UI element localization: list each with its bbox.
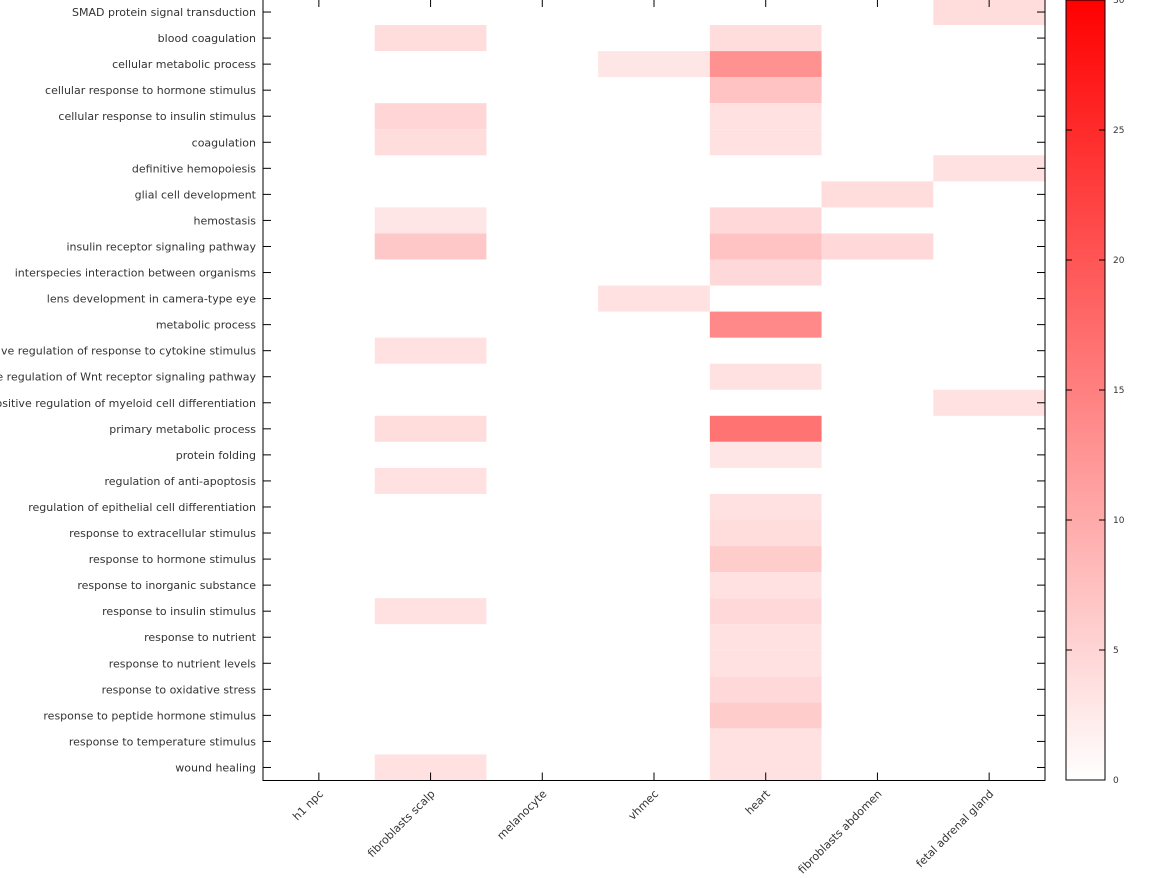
heatmap-cell-positive-regulation-of-myeloid-cell-differentiation-fetal-adrenal-gland xyxy=(933,389,1045,416)
x-axis-labels: h1 npc fibroblasts scalp melanocyte vhmec he… xyxy=(290,787,997,876)
heatmap-cell-response-to-peptide-hormone-stimulus-heart xyxy=(709,702,822,729)
heatmap-cell-glial-cell-development-fibroblasts-abdomen xyxy=(821,181,934,208)
heatmap-cell-response-to-insulin-stimulus-fibroblasts-scalp xyxy=(374,598,487,625)
row-label: wound healing xyxy=(175,761,256,774)
row-label: response to inorganic substance xyxy=(77,579,256,592)
row-label: positive regulation of myeloid cell diff… xyxy=(0,397,256,410)
row-label: SMAD protein signal transduction xyxy=(72,6,256,19)
row-label: response to temperature stimulus xyxy=(69,735,256,748)
heatmap-cell-hemostasis-heart xyxy=(709,207,822,234)
row-label: interspecies interaction between organis… xyxy=(15,267,257,280)
row-label: negative regulation of Wnt receptor sign… xyxy=(0,371,256,384)
heatmap-cell-insulin-receptor-signaling-pathway-fibroblasts-abdomen xyxy=(821,233,934,260)
colorbar-tick-label: 10 xyxy=(1113,516,1125,526)
row-label: definitive hemopoiesis xyxy=(132,162,256,175)
heatmap-cell-response-to-hormone-stimulus-heart xyxy=(709,546,822,573)
row-label: response to hormone stimulus xyxy=(89,553,257,566)
heatmap-cell-hemostasis-fibroblasts-scalp xyxy=(374,207,487,234)
column-label: heart xyxy=(743,787,773,817)
colorbar-tick-label: 25 xyxy=(1113,126,1124,136)
row-label: response to nutrient levels xyxy=(109,657,257,670)
heatmap-cell-regulation-of-epithelial-cell-differentiation-heart xyxy=(709,493,822,520)
row-label: response to nutrient xyxy=(144,631,257,644)
heatmap-cell-response-to-temperature-stimulus-heart xyxy=(709,728,822,755)
heatmap-cell-negative-regulation-of-response-to-cytokine-stimulus-fibroblasts-scalp xyxy=(374,337,487,364)
row-label: response to oxidative stress xyxy=(102,683,257,696)
column-label: fetal adrenal gland xyxy=(914,787,997,870)
heatmap-cell-insulin-receptor-signaling-pathway-heart xyxy=(709,233,822,260)
row-label: primary metabolic process xyxy=(109,423,256,436)
heatmap-cell-response-to-nutrient-heart xyxy=(709,624,822,651)
heatmap-cell-protein-folding-heart xyxy=(709,441,822,468)
row-label: response to insulin stimulus xyxy=(102,605,256,618)
row-label: coagulation xyxy=(192,136,256,149)
heatmap-cell-insulin-receptor-signaling-pathway-fibroblasts-scalp xyxy=(374,233,487,260)
colorbar: 0 5 10 15 20 25 30 xyxy=(1065,0,1125,786)
axis-ticks xyxy=(263,0,1045,781)
heatmap-cell-cellular-metabolic-process-heart xyxy=(709,51,822,78)
heatmap-cell-response-to-extracellular-stimulus-heart xyxy=(709,520,822,547)
heatmap-cell-negative-regulation-of-wnt-receptor-signaling-pathway-heart xyxy=(709,363,822,390)
colorbar-tick-label: 30 xyxy=(1113,0,1125,6)
heatmap-cell-coagulation-fibroblasts-scalp xyxy=(374,129,487,156)
row-label: cellular response to insulin stimulus xyxy=(58,110,256,123)
heatmap-cell-primary-metabolic-process-heart xyxy=(709,415,822,442)
row-label: metabolic process xyxy=(156,319,256,332)
row-label: protein folding xyxy=(176,449,256,462)
heatmap-cell-response-to-oxidative-stress-heart xyxy=(709,676,822,703)
row-label: regulation of epithelial cell differenti… xyxy=(28,501,256,514)
column-label: fibroblasts scalp xyxy=(365,787,438,860)
heatmap-cell-regulation-of-anti-apoptosis-fibroblasts-scalp xyxy=(374,467,487,494)
colorbar-tick-label: 15 xyxy=(1113,386,1124,396)
column-label: melanocyte xyxy=(495,787,550,842)
row-label: cellular metabolic process xyxy=(112,58,256,71)
row-label: response to extracellular stimulus xyxy=(69,527,256,540)
row-label: cellular response to hormone stimulus xyxy=(45,84,256,97)
heatmap-cell-metabolic-process-heart xyxy=(709,311,822,338)
heatmap-cell-blood-coagulation-fibroblasts-scalp xyxy=(374,25,487,52)
row-label: regulation of anti-apoptosis xyxy=(104,475,256,488)
heatmap-cell-definitive-hemopoiesis-fetal-adrenal-gland xyxy=(933,155,1045,182)
row-label: insulin receptor signaling pathway xyxy=(66,240,256,253)
row-label: lens development in camera-type eye xyxy=(47,293,256,306)
heatmap-cell-response-to-insulin-stimulus-heart xyxy=(709,598,822,625)
heatmap-cell-blood-coagulation-heart xyxy=(709,25,822,52)
row-label: glial cell development xyxy=(135,188,257,201)
heatmap-cell-lens-development-in-camera-type-eye-vhmec xyxy=(598,285,710,312)
heatmap-cell-cellular-response-to-insulin-stimulus-fibroblasts-scalp xyxy=(374,103,487,130)
colorbar-tick-label: 5 xyxy=(1113,646,1119,656)
column-label: fibroblasts abdomen xyxy=(796,787,885,875)
heatmap-cell-coagulation-heart xyxy=(709,129,822,156)
heatmap-cell-response-to-inorganic-substance-heart xyxy=(709,572,822,599)
heatmap-cell-cellular-response-to-insulin-stimulus-heart xyxy=(709,103,822,130)
heatmap-cell-cellular-metabolic-process-vhmec xyxy=(598,51,710,78)
heatmap-cell-primary-metabolic-process-fibroblasts-scalp xyxy=(374,415,487,442)
column-label: h1 npc xyxy=(290,787,326,823)
heatmap-cell-cellular-response-to-hormone-stimulus-heart xyxy=(709,77,822,104)
row-label: negative regulation of response to cytok… xyxy=(0,345,256,358)
heatmap-cells xyxy=(374,0,1045,781)
heatmap-cell-response-to-nutrient-levels-heart xyxy=(709,650,822,677)
colorbar-tick-label: 0 xyxy=(1113,776,1119,786)
row-label: blood coagulation xyxy=(158,32,256,45)
row-label: response to peptide hormone stimulus xyxy=(43,709,256,722)
row-label: hemostasis xyxy=(194,214,257,227)
y-axis-labels: SMAD protein signal transduction blood co… xyxy=(0,6,257,774)
heatmap-cell-interspecies-interaction-between-organisms-heart xyxy=(709,259,822,286)
colorbar-tick-label: 20 xyxy=(1113,256,1125,266)
column-label: vhmec xyxy=(626,787,661,822)
